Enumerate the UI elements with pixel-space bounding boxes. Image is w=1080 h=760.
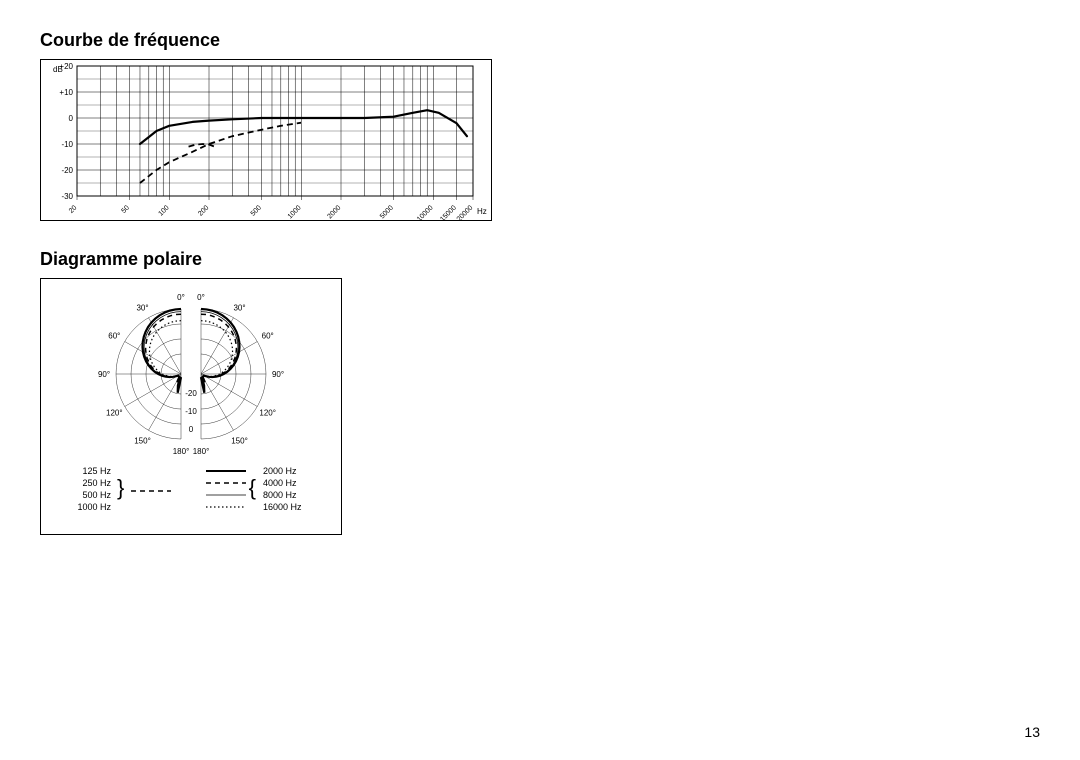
- svg-text:50: 50: [120, 204, 131, 215]
- svg-text:2000 Hz: 2000 Hz: [263, 466, 297, 476]
- svg-text:30°: 30°: [136, 303, 148, 312]
- svg-text:125 Hz: 125 Hz: [82, 466, 111, 476]
- svg-text:60°: 60°: [262, 332, 274, 341]
- svg-text:5000: 5000: [379, 204, 395, 220]
- svg-text:20: 20: [68, 204, 79, 215]
- svg-text:10000: 10000: [416, 204, 435, 220]
- svg-text:0: 0: [189, 425, 194, 434]
- svg-text:0°: 0°: [177, 293, 185, 302]
- svg-text:30°: 30°: [233, 303, 245, 312]
- svg-text:-20: -20: [185, 389, 197, 398]
- svg-text:500 Hz: 500 Hz: [82, 490, 111, 500]
- svg-text:100: 100: [157, 204, 170, 217]
- svg-text:180°: 180°: [173, 447, 190, 456]
- svg-text:Hz: Hz: [477, 207, 487, 216]
- polar-chart: 180°180° 150° 150° 120° 120° 90° 90° 60° 60° 30° 3…: [40, 278, 342, 535]
- svg-text:250 Hz: 250 Hz: [82, 478, 111, 488]
- svg-text:16000 Hz: 16000 Hz: [263, 502, 302, 512]
- polar-title: Diagramme polaire: [40, 249, 1040, 270]
- svg-text:1000 Hz: 1000 Hz: [77, 502, 111, 512]
- svg-text:+10: +10: [59, 88, 73, 97]
- svg-text:2000: 2000: [326, 204, 342, 220]
- svg-text:{: {: [249, 475, 256, 500]
- svg-text:8000 Hz: 8000 Hz: [263, 490, 297, 500]
- svg-text:}: }: [117, 475, 124, 500]
- svg-text:120°: 120°: [259, 409, 276, 418]
- svg-text:0°: 0°: [197, 293, 205, 302]
- svg-text:dB: dB: [53, 65, 63, 74]
- svg-text:-30: -30: [61, 192, 73, 201]
- svg-text:4000 Hz: 4000 Hz: [263, 478, 297, 488]
- page-number: 13: [1024, 724, 1040, 740]
- svg-text:20000: 20000: [456, 204, 475, 220]
- svg-text:180°: 180°: [193, 447, 210, 456]
- freq-chart: +20+100-10-20-30205010020050010002000500…: [40, 59, 492, 221]
- freq-title: Courbe de fréquence: [40, 30, 1040, 51]
- svg-text:60°: 60°: [108, 332, 120, 341]
- svg-text:500: 500: [250, 204, 263, 217]
- svg-text:120°: 120°: [106, 409, 123, 418]
- svg-text:200: 200: [197, 204, 210, 217]
- svg-text:-10: -10: [185, 407, 197, 416]
- svg-text:150°: 150°: [134, 437, 151, 446]
- svg-text:0: 0: [69, 114, 74, 123]
- svg-text:-10: -10: [61, 140, 73, 149]
- svg-text:-20: -20: [61, 166, 73, 175]
- svg-text:150°: 150°: [231, 437, 248, 446]
- svg-text:1000: 1000: [287, 204, 303, 220]
- svg-text:90°: 90°: [272, 370, 284, 379]
- svg-text:90°: 90°: [98, 370, 110, 379]
